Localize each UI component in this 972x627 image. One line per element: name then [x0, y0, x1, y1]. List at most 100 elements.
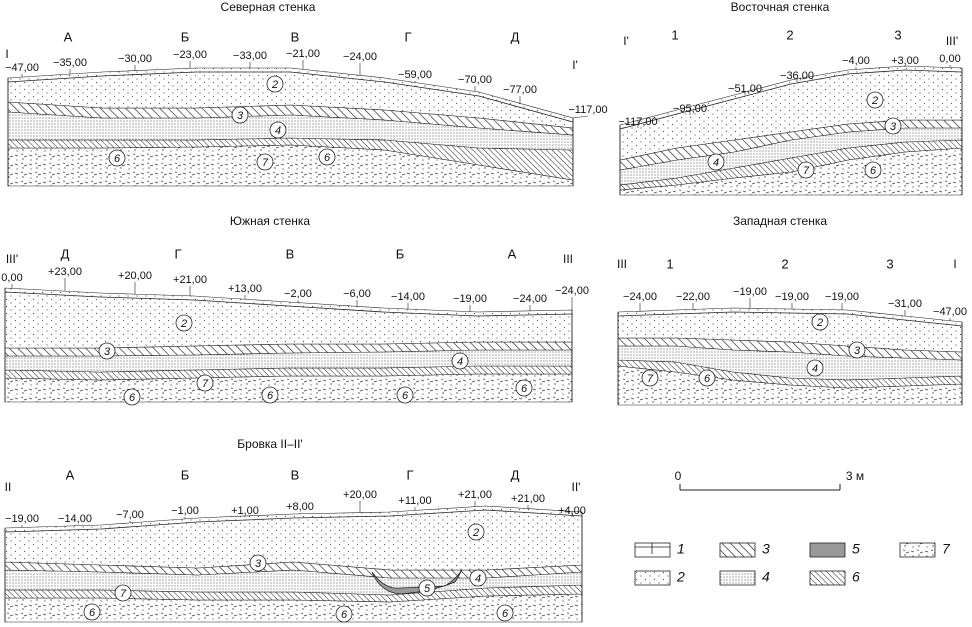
layer-marker	[256, 153, 274, 171]
panel-title: Южная стенка	[230, 214, 310, 228]
layer-number: 4	[475, 573, 481, 585]
section-end: III'	[946, 34, 958, 48]
elevation-label: −19,00	[775, 291, 809, 303]
layer-marker	[269, 121, 287, 139]
layer-marker	[231, 106, 249, 124]
square-label: Д	[61, 246, 70, 261]
layer-marker	[318, 148, 336, 166]
elevation-label: −22,00	[676, 291, 710, 303]
layer-marker	[418, 579, 436, 597]
layer-marker	[108, 149, 126, 167]
square-label: Г	[406, 467, 413, 482]
layer-number: 2	[271, 79, 278, 91]
scale-end: 3 м	[846, 469, 864, 483]
elevation-label: 0,00	[939, 53, 960, 65]
elevation-label: −24,00	[623, 291, 657, 303]
square-label: В	[291, 29, 300, 44]
surface-line	[617, 311, 963, 327]
legend-swatch	[809, 570, 846, 586]
square-label: Д	[511, 29, 520, 44]
section-end: I'	[623, 34, 629, 48]
layer-marker	[515, 379, 533, 397]
elevation-label: −14,00	[58, 513, 92, 525]
layer-marker	[451, 352, 469, 370]
surface-line	[7, 71, 574, 123]
surface-line	[4, 509, 583, 533]
square-label: 1	[671, 27, 678, 42]
layer-marker	[641, 369, 659, 387]
square-label: Г	[174, 246, 181, 261]
layer-marker	[707, 153, 725, 171]
square-label: Б	[181, 29, 190, 44]
elevation-label: +4,00	[558, 505, 586, 517]
layer-marker	[496, 604, 514, 622]
elevation-label: +11,00	[398, 495, 431, 507]
legend-label: 7	[942, 541, 951, 557]
section-end: I	[953, 257, 956, 271]
layer-number: 3	[255, 558, 262, 570]
elevation-label: −6,00	[343, 288, 371, 300]
elevation-label: +3,00	[891, 55, 919, 67]
scale-start: 0	[675, 469, 682, 483]
square-label: 3	[886, 256, 893, 271]
layer-number: 7	[262, 157, 269, 169]
legend-swatch	[719, 542, 756, 558]
section-end: II'	[572, 480, 581, 494]
layer-number: 6	[402, 390, 409, 402]
elevation-label: −7,00	[116, 509, 144, 521]
legend-label: 6	[852, 569, 860, 585]
elevation-label: −30,00	[118, 53, 152, 65]
surface-line	[619, 69, 963, 130]
square-label: В	[291, 467, 300, 482]
legend-swatch	[899, 542, 936, 558]
elevation-label: −117,00	[568, 104, 607, 116]
layer-marker	[806, 359, 824, 377]
layer-marker	[797, 161, 815, 179]
layer-marker	[864, 161, 882, 179]
layer-number: 4	[457, 356, 463, 368]
section-end: I	[5, 47, 8, 61]
layer-marker	[266, 75, 284, 93]
elevation-label: +21,00	[511, 493, 545, 505]
square-label: 3	[894, 27, 901, 42]
elevation-label: −47,00	[933, 306, 967, 318]
elevation-label: −19,00	[453, 293, 487, 305]
elevation-label: +13,00	[228, 283, 262, 295]
elevation-label: +23,00	[48, 266, 82, 278]
layer-number: 6	[521, 383, 528, 395]
elevation-label: −24,00	[513, 293, 547, 305]
elevation-label: −117,00	[618, 116, 657, 128]
elevation-label: −24,00	[555, 285, 589, 297]
elevation-label: −19,00	[733, 286, 767, 298]
elevation-label: +8,00	[286, 501, 314, 513]
elevation-label: −95,00	[673, 103, 707, 115]
elevation-label: 0,00	[1, 272, 22, 284]
section-end: II	[5, 480, 12, 494]
layer-number: 2	[180, 318, 187, 330]
layer-number: 2	[816, 317, 823, 329]
layer-number: 2	[871, 95, 878, 107]
elevation-label: −14,00	[391, 291, 425, 303]
panel-title: Восточная стенка	[731, 0, 830, 14]
elevation-label: −77,00	[503, 84, 537, 96]
legend-swatch	[809, 542, 846, 558]
legend-label: 2	[676, 569, 685, 585]
square-label: В	[286, 246, 295, 261]
layer-number: 6	[129, 392, 136, 404]
elevation-label: −35,00	[53, 57, 87, 69]
section-end: III	[617, 257, 627, 271]
layer-marker	[698, 369, 716, 387]
square-label: Б	[396, 246, 405, 261]
elevation-label: +21,00	[458, 489, 492, 501]
layer-marker	[249, 554, 267, 572]
layer-number: 6	[324, 152, 331, 164]
section-end: I'	[572, 58, 578, 72]
layer-number: 5	[424, 583, 431, 595]
elevation-label: +20,00	[343, 489, 377, 501]
legend-swatch	[719, 570, 756, 586]
layer-number: 4	[812, 363, 818, 375]
layer-number: 4	[713, 157, 719, 169]
